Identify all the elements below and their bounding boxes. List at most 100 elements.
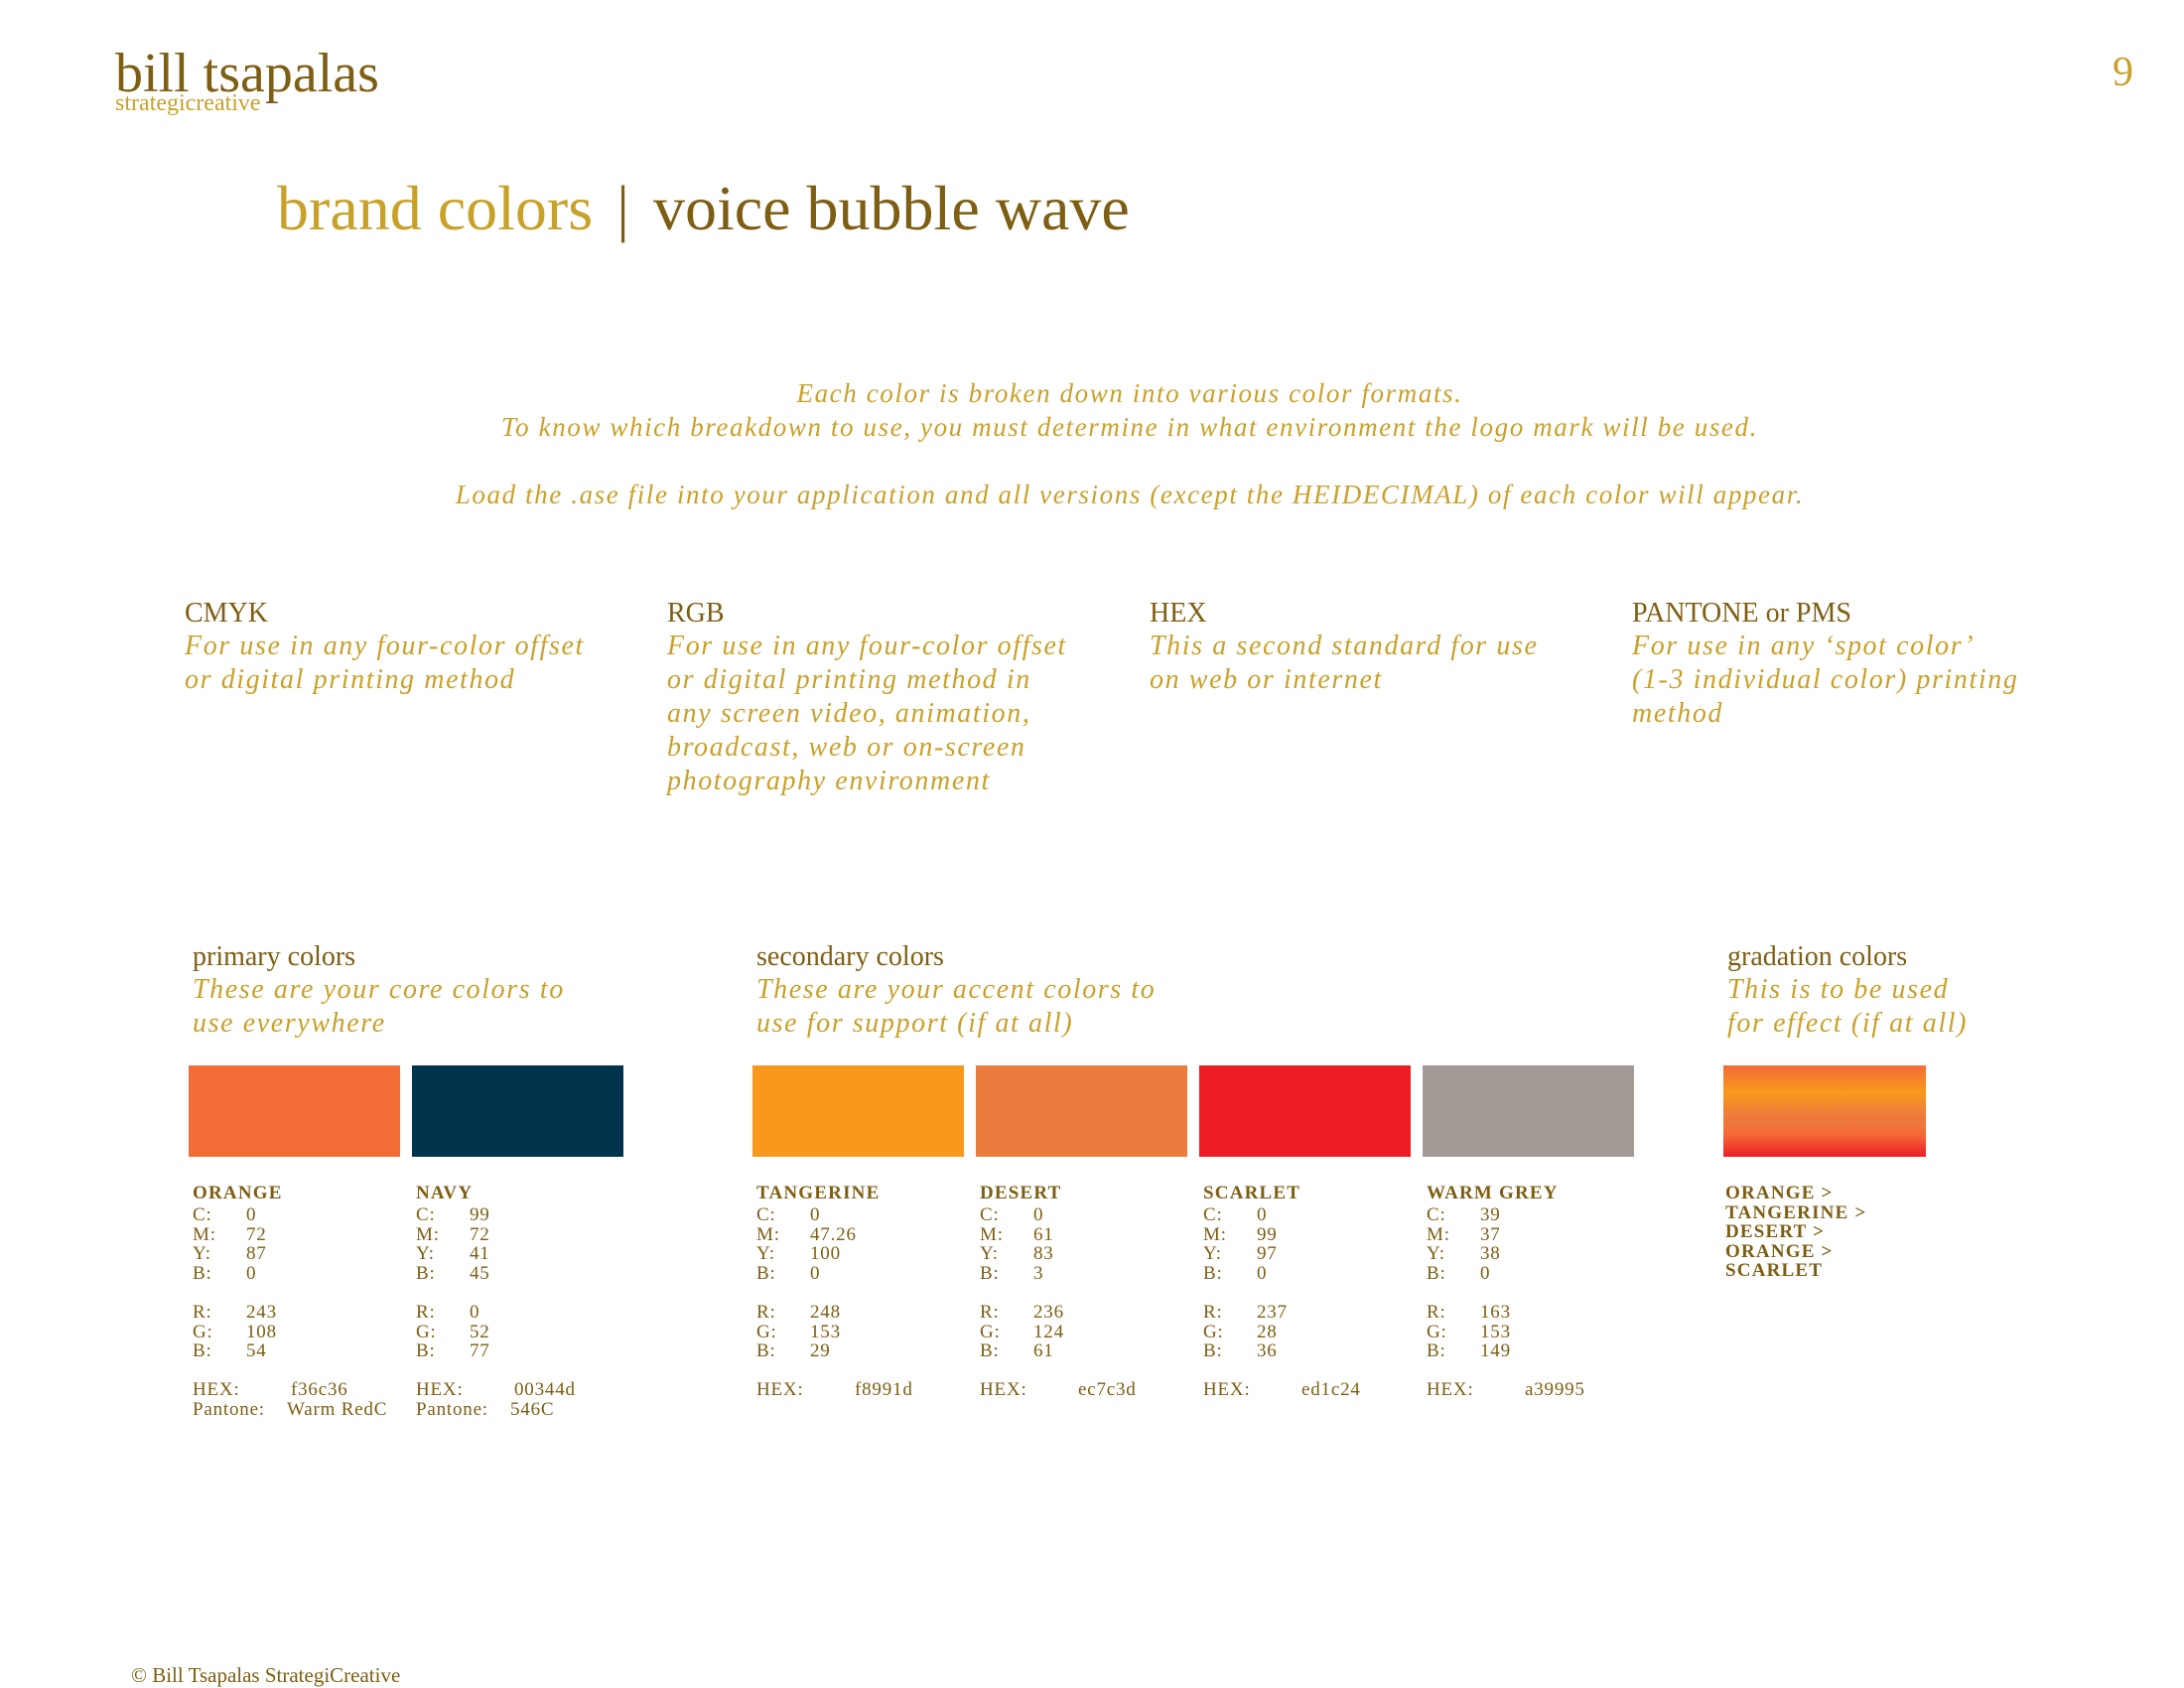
rgb-value: 108	[246, 1321, 277, 1342]
cmyk-value: 72	[470, 1223, 490, 1245]
hex-label: HEX:	[1427, 1379, 1474, 1401]
format-description: For use in any ‘spot color’	[1632, 631, 1976, 661]
pantone-label: Pantone:	[193, 1399, 265, 1420]
swatch-name: SCARLET	[1203, 1183, 1301, 1203]
color-swatch	[189, 1065, 400, 1157]
cmyk-label: C:	[1427, 1204, 1446, 1225]
cmyk-label: C:	[980, 1204, 1000, 1225]
hex-label: HEX:	[756, 1379, 804, 1401]
cmyk-value: 37	[1480, 1223, 1501, 1245]
format-description: any screen video, animation,	[667, 698, 1031, 729]
rgb-value: 52	[470, 1321, 490, 1342]
title-separator: |	[616, 173, 629, 243]
rgb-label: G:	[1203, 1321, 1224, 1342]
hex-value: 00344d	[514, 1379, 576, 1401]
swatch-name: TANGERINE	[756, 1183, 881, 1203]
cmyk-value: 38	[1480, 1243, 1501, 1265]
pantone-value: Warm RedC	[287, 1399, 388, 1420]
color-swatch	[752, 1065, 964, 1157]
rgb-label: G:	[756, 1321, 777, 1342]
cmyk-value: 45	[470, 1262, 490, 1284]
cmyk-label: B:	[416, 1262, 436, 1284]
rgb-label: B:	[1427, 1340, 1446, 1362]
cmyk-label: B:	[1427, 1262, 1446, 1284]
cmyk-value: 83	[1033, 1243, 1054, 1265]
group-description: use for support (if at all)	[756, 1008, 1074, 1039]
rgb-value: 29	[810, 1340, 831, 1362]
group-description: These are your accent colors to	[756, 974, 1157, 1005]
rgb-label: R:	[193, 1302, 212, 1323]
hex-value: f36c36	[291, 1379, 348, 1401]
swatch-name: WARM GREY	[1427, 1183, 1559, 1203]
rgb-label: G:	[193, 1321, 213, 1342]
intro-line: To know which breakdown to use, you must…	[501, 412, 1758, 442]
cmyk-label: M:	[1427, 1223, 1450, 1245]
format-name: PANTONE or PMS	[1632, 598, 1851, 629]
cmyk-value: 47.26	[810, 1223, 857, 1245]
cmyk-value: 0	[1257, 1204, 1268, 1225]
rgb-value: 54	[246, 1340, 267, 1362]
rgb-value: 77	[470, 1340, 490, 1362]
cmyk-label: Y:	[416, 1243, 435, 1265]
color-swatch	[1423, 1065, 1634, 1157]
cmyk-value: 97	[1257, 1243, 1278, 1265]
cmyk-value: 0	[1033, 1204, 1044, 1225]
format-description: method	[1632, 698, 1724, 729]
group-title: secondary colors	[756, 941, 944, 972]
group-title: primary colors	[193, 941, 356, 972]
group-description: This is to be used	[1727, 974, 1950, 1005]
format-description: on web or internet	[1150, 664, 1383, 695]
cmyk-label: Y:	[980, 1243, 999, 1265]
cmyk-label: B:	[1203, 1262, 1223, 1284]
gradient-step: SCARLET	[1725, 1260, 1824, 1282]
rgb-label: B:	[193, 1340, 212, 1362]
cmyk-value: 0	[810, 1204, 821, 1225]
group-title: gradation colors	[1727, 941, 1908, 972]
cmyk-value: 100	[810, 1243, 841, 1265]
rgb-value: 36	[1257, 1340, 1278, 1362]
color-swatch	[1199, 1065, 1411, 1157]
cmyk-value: 3	[1033, 1262, 1044, 1284]
group-description: These are your core colors to	[193, 974, 565, 1005]
rgb-label: G:	[416, 1321, 437, 1342]
cmyk-label: M:	[1203, 1223, 1227, 1245]
rgb-label: G:	[1427, 1321, 1447, 1342]
cmyk-value: 0	[1480, 1262, 1491, 1284]
group-description: for effect (if at all)	[1727, 1008, 1969, 1039]
title-primary: brand colors	[277, 173, 594, 243]
format-name: RGB	[667, 598, 725, 629]
gradient-step: ORANGE >	[1725, 1183, 1834, 1203]
format-name: HEX	[1150, 598, 1207, 629]
cmyk-value: 0	[1257, 1262, 1268, 1284]
cmyk-label: M:	[416, 1223, 440, 1245]
color-swatch	[976, 1065, 1187, 1157]
rgb-label: B:	[1203, 1340, 1223, 1362]
format-description: or digital printing method	[185, 664, 516, 695]
rgb-label: R:	[1427, 1302, 1446, 1323]
page-title: brand colors | voice bubble wave	[277, 177, 1130, 240]
rgb-label: B:	[756, 1340, 776, 1362]
format-description: or digital printing method in	[667, 664, 1031, 695]
cmyk-value: 99	[470, 1204, 490, 1225]
rgb-label: R:	[416, 1302, 436, 1323]
cmyk-value: 39	[1480, 1204, 1501, 1225]
hex-label: HEX:	[416, 1379, 464, 1401]
format-description: This a second standard for use	[1150, 631, 1539, 661]
swatch-name: ORANGE	[193, 1183, 283, 1203]
pantone-value: 546C	[510, 1399, 555, 1420]
hex-value: ed1c24	[1301, 1379, 1361, 1401]
rgb-value: 237	[1257, 1302, 1288, 1323]
rgb-value: 153	[810, 1321, 841, 1342]
brand-tagline: strategicreative	[115, 90, 261, 116]
cmyk-label: M:	[756, 1223, 780, 1245]
cmyk-value: 0	[246, 1262, 257, 1284]
format-name: CMYK	[185, 598, 269, 629]
gradient-step: ORANGE >	[1725, 1240, 1834, 1262]
cmyk-label: C:	[193, 1204, 212, 1225]
cmyk-label: C:	[1203, 1204, 1223, 1225]
rgb-value: 28	[1257, 1321, 1278, 1342]
format-description: (1-3 individual color) printing	[1632, 664, 2019, 695]
rgb-value: 163	[1480, 1302, 1511, 1323]
gradient-swatch	[1723, 1065, 1926, 1157]
